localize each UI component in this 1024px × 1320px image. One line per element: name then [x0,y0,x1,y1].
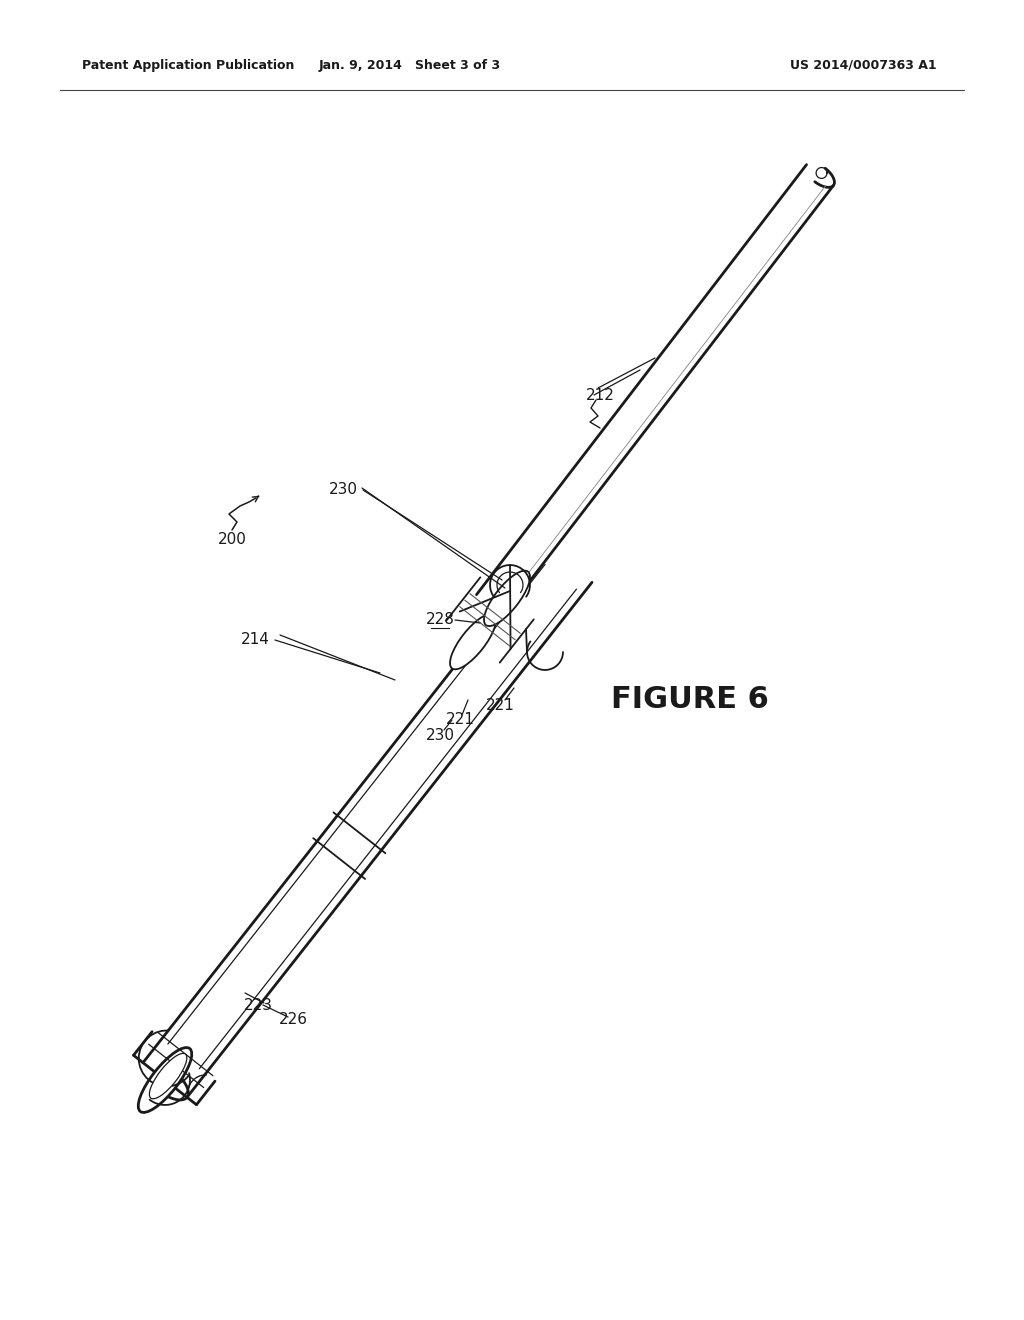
Text: US 2014/0007363 A1: US 2014/0007363 A1 [790,58,937,71]
Text: 221: 221 [445,713,474,727]
Text: Patent Application Publication: Patent Application Publication [82,58,294,71]
Polygon shape [143,548,592,1097]
Ellipse shape [150,1053,186,1098]
Text: 221: 221 [485,697,514,713]
Text: FIGURE 6: FIGURE 6 [611,685,769,714]
Ellipse shape [484,570,530,626]
Ellipse shape [138,1048,191,1113]
Text: 223: 223 [244,998,272,1012]
Text: 228: 228 [426,612,455,627]
Ellipse shape [450,614,496,669]
Text: 212: 212 [586,388,614,403]
Text: 214: 214 [241,632,270,648]
Text: 230: 230 [329,483,358,498]
Text: 230: 230 [426,727,455,742]
Text: 200: 200 [218,532,247,548]
Text: 226: 226 [279,1012,307,1027]
Polygon shape [476,165,834,615]
Text: Jan. 9, 2014   Sheet 3 of 3: Jan. 9, 2014 Sheet 3 of 3 [318,58,501,71]
